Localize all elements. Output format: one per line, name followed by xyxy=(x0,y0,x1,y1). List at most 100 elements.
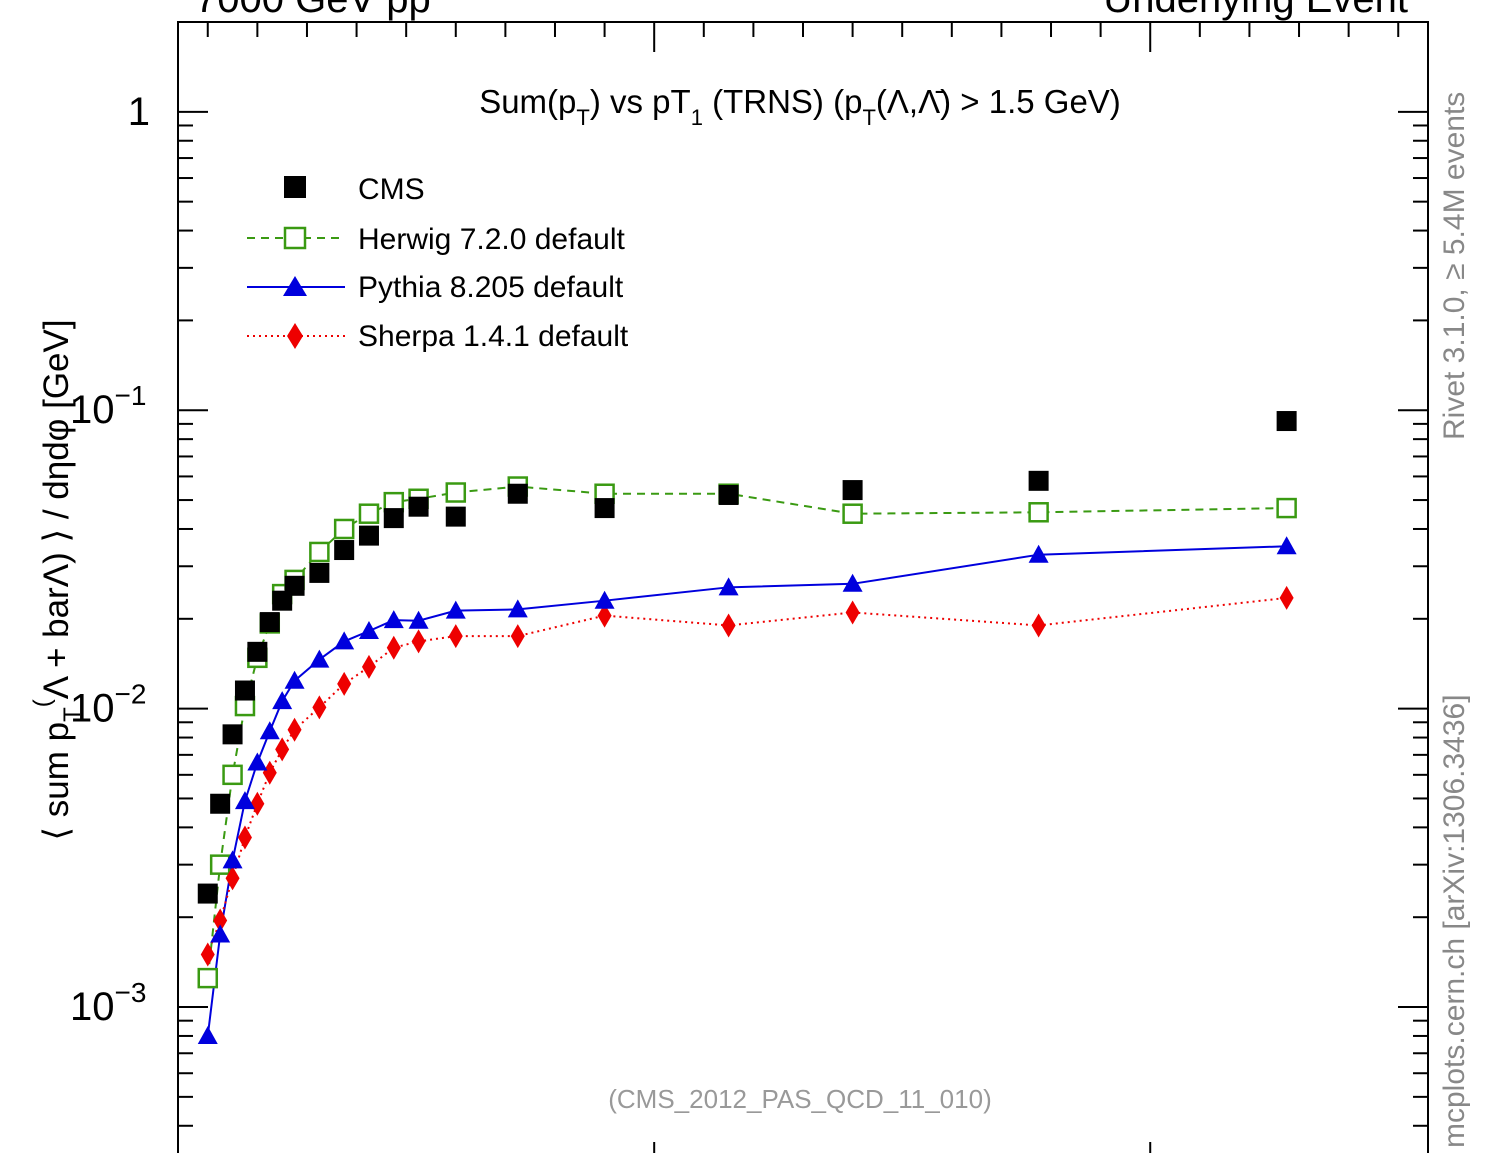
series-0-point xyxy=(1028,470,1049,491)
legend-item-herwig: Herwig 7.2.0 default xyxy=(247,223,625,256)
series-0-point xyxy=(222,724,243,745)
legend-marker-herwig xyxy=(283,226,307,250)
header-top-left: 7000 GeV pp xyxy=(195,0,431,21)
series-0-point xyxy=(383,508,404,529)
series-3-point xyxy=(448,624,463,649)
series-3-point xyxy=(411,629,426,654)
series-1-point xyxy=(445,482,467,503)
series-2-point xyxy=(197,1025,218,1044)
series-0-point xyxy=(718,484,739,505)
series-2-point xyxy=(334,631,355,650)
series-0-point xyxy=(507,483,528,504)
axes-layer: 110−110−210−3 xyxy=(70,21,1428,1153)
series-layer xyxy=(197,411,1297,1044)
header-top-right: Underlying Event xyxy=(1103,0,1408,21)
series-3-point xyxy=(213,908,228,933)
series-2-point xyxy=(383,610,404,629)
series-2-point xyxy=(1276,536,1297,555)
series-1-point xyxy=(333,518,355,540)
series-0-point xyxy=(408,496,429,517)
series-1-point xyxy=(309,541,330,563)
series-2-point xyxy=(594,590,615,609)
analysis-id: (CMS_2012_PAS_QCD_11_010) xyxy=(608,1084,991,1114)
series-1-point xyxy=(358,503,380,524)
series-0-point xyxy=(309,562,330,583)
legend-label-pythia: Pythia 8.205 default xyxy=(358,271,624,304)
series-3-point xyxy=(200,942,215,967)
mcplots-label: mcplots.cern.ch [arXiv:1306.3436] xyxy=(1438,694,1471,1148)
series-0-point xyxy=(197,883,218,904)
series-0-point xyxy=(1276,411,1297,432)
y-axis-label: ⟨ sum pT(Λ + barΛ) ⟩ / dηdφ [GeV] xyxy=(29,319,86,840)
series-0-point xyxy=(247,641,268,662)
series-2-point xyxy=(358,621,379,640)
series-3-point xyxy=(510,624,525,649)
series-3-point xyxy=(1279,585,1294,610)
series-1-point xyxy=(1276,497,1297,519)
legend-label-sherpa: Sherpa 1.4.1 default xyxy=(358,320,629,353)
series-2-point xyxy=(210,924,231,943)
legend-item-cms: CMS xyxy=(284,173,425,206)
series-2-point xyxy=(507,599,528,618)
legend-marker-sherpa xyxy=(287,323,303,349)
series-1-point xyxy=(222,764,243,786)
legend-item-pythia: Pythia 8.205 default xyxy=(247,271,624,304)
series-3-point xyxy=(1031,613,1046,638)
series-0-point xyxy=(334,540,355,561)
y-tick-label: 1 xyxy=(128,90,150,134)
series-3-point xyxy=(262,760,277,785)
y-tick-label-exponent: −2 xyxy=(115,679,147,710)
series-line-3 xyxy=(206,596,1287,955)
series-3-point xyxy=(250,791,265,816)
series-2-point xyxy=(259,721,280,740)
series-3-point xyxy=(386,635,401,660)
series-0-point xyxy=(594,498,615,519)
series-2-point xyxy=(842,573,863,592)
y-tick-label: 10−1 xyxy=(70,380,146,432)
series-0-point xyxy=(445,506,466,527)
series-2-point xyxy=(222,850,243,869)
legend-item-sherpa: Sherpa 1.4.1 default xyxy=(247,320,629,353)
series-3-point xyxy=(361,654,376,679)
y-tick-label: 10−3 xyxy=(70,977,146,1029)
series-3-point xyxy=(275,737,290,762)
series-3-point xyxy=(312,695,327,720)
series-3-point xyxy=(225,866,240,891)
series-3-point xyxy=(845,600,860,625)
series-0-point xyxy=(842,480,863,501)
series-2-point xyxy=(718,577,739,596)
rivet-label: Rivet 3.1.0, ≥ 5.4M events xyxy=(1438,92,1471,440)
series-line-2 xyxy=(206,545,1287,1037)
y-tick-label-base: 10 xyxy=(70,388,115,432)
series-0-point xyxy=(234,680,255,701)
legend: CMS Herwig 7.2.0 default Pythia 8.205 de… xyxy=(247,173,629,353)
series-2-point xyxy=(445,600,466,619)
series-2-point xyxy=(408,610,429,629)
series-line-1 xyxy=(206,485,1287,979)
y-tick-label-base: 10 xyxy=(70,985,115,1029)
series-1-point xyxy=(1028,502,1049,523)
series-1-point xyxy=(197,967,219,989)
y-tick-label-exponent: −1 xyxy=(115,380,147,411)
y-tick-label: 10−2 xyxy=(70,679,146,731)
series-3-point xyxy=(337,671,352,696)
series-2-point xyxy=(309,649,330,668)
series-1-point xyxy=(842,503,863,524)
legend-marker-cms xyxy=(284,176,306,198)
legend-label-cms: CMS xyxy=(358,173,425,206)
series-3-point xyxy=(721,613,736,638)
legend-label-herwig: Herwig 7.2.0 default xyxy=(358,223,625,256)
series-3-point xyxy=(597,603,612,628)
y-tick-label-base: 10 xyxy=(70,687,115,731)
series-0-point xyxy=(259,612,280,633)
legend-marker-pythia xyxy=(283,276,307,296)
series-2-point xyxy=(272,691,293,710)
chart-title: Sum(pT) vs pT1 (TRNS) (pT(Λ,Λ̄) > 1.5 Ge… xyxy=(479,83,1121,130)
series-0-point xyxy=(358,525,379,546)
series-2-point xyxy=(247,752,268,771)
series-0-point xyxy=(284,575,305,596)
series-3-point xyxy=(237,825,252,850)
y-tick-label-exponent: −3 xyxy=(115,977,147,1008)
series-0-point xyxy=(210,793,231,814)
